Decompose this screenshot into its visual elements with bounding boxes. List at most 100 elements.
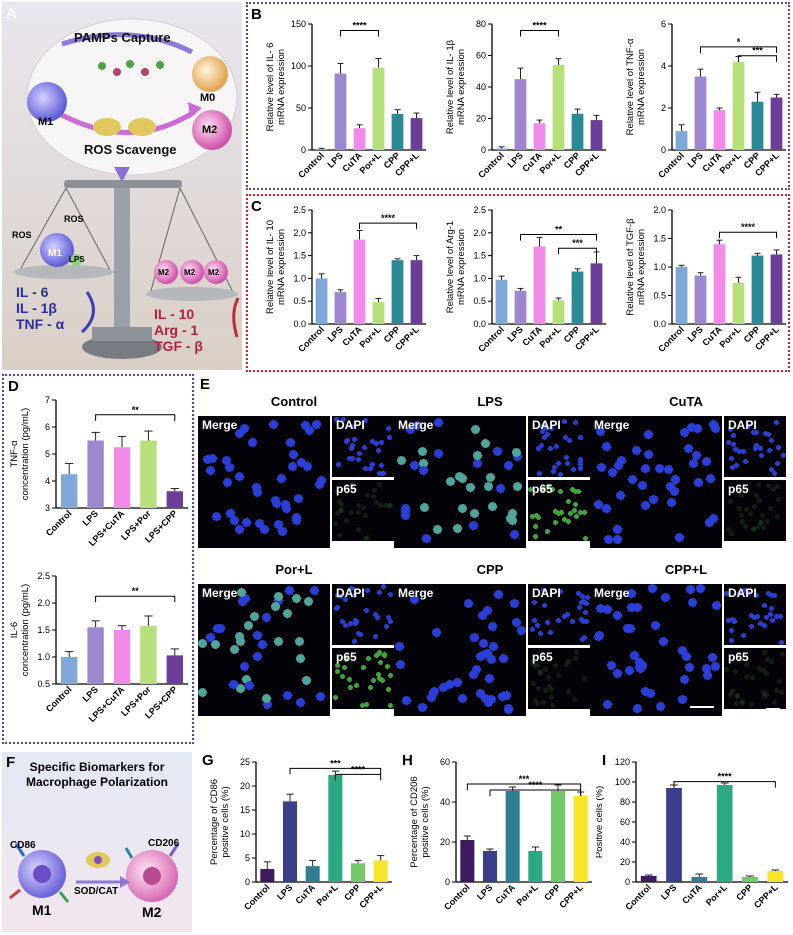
nucleus [731, 618, 737, 624]
nucleus [625, 665, 635, 675]
nucleus [627, 474, 637, 484]
p65-label: p65 [336, 482, 357, 496]
bar [552, 300, 565, 324]
nucleus [252, 651, 262, 661]
x-tick-label: LPS [81, 684, 100, 703]
nucleus [752, 526, 758, 532]
bar [328, 774, 343, 882]
bar [694, 76, 707, 150]
y-tick-label: 2.0 [473, 228, 486, 238]
nucleus [758, 620, 764, 626]
nucleus [593, 499, 603, 509]
y-axis-label: mRNA expression [636, 229, 647, 305]
nucleus [764, 518, 770, 524]
y-tick-label: 1.5 [473, 251, 486, 261]
nucleus [648, 584, 658, 594]
nucleus [532, 617, 538, 623]
panel-c: C 0.0 0.5 1.0 1.5 2.0 2.5 Relative level of IL… [246, 194, 790, 372]
y-tick-label: 100 [291, 61, 306, 71]
nucleus [367, 685, 373, 691]
nucleus [746, 423, 752, 429]
significance-label: **** [741, 222, 756, 232]
nucleus [775, 460, 781, 466]
nucleus [739, 699, 745, 705]
nucleus [630, 650, 640, 660]
nucleus [643, 450, 653, 460]
nucleus [357, 631, 363, 637]
scale-bar-small [766, 708, 780, 710]
nucleus [369, 462, 375, 468]
nucleus [535, 514, 541, 520]
dapi-label: DAPI [728, 586, 757, 600]
nucleus [223, 477, 233, 487]
nucleus [241, 675, 251, 684]
y-tick-label: 2.5 [37, 571, 50, 581]
nucleus [372, 487, 378, 493]
nucleus [754, 430, 760, 436]
bar [770, 254, 783, 324]
nucleus [339, 673, 345, 679]
nucleus [364, 587, 370, 593]
y-tick-label: 1.5 [293, 251, 306, 261]
nucleus [542, 435, 548, 441]
y-axis-label: Relative level of TGF-β [625, 218, 636, 316]
nucleus [548, 687, 554, 693]
nucleus [496, 483, 506, 493]
nucleus [665, 481, 675, 491]
nucleus [749, 613, 755, 619]
nucleus [728, 498, 734, 504]
nucleus [386, 615, 392, 621]
nucleus [774, 688, 780, 694]
nucleus [535, 700, 541, 706]
nucleus [637, 480, 647, 490]
nucleus [658, 637, 668, 647]
bar [514, 79, 527, 150]
nucleus [234, 428, 244, 438]
y-tick-label: 1.5 [653, 234, 666, 244]
nucleus [367, 466, 373, 472]
p65-label: p65 [532, 650, 553, 664]
significance-bracket [489, 789, 582, 796]
bar [61, 657, 78, 684]
nucleus [749, 675, 755, 681]
nucleus [566, 688, 572, 694]
panel-label-a: A [6, 5, 17, 22]
bar [373, 860, 388, 882]
nucleus [594, 631, 604, 641]
nucleus [577, 605, 583, 611]
m1-label: M1 [38, 116, 54, 128]
nucleus [772, 470, 778, 476]
nucleus [369, 438, 375, 444]
significance-bracket [289, 767, 382, 775]
cd86-label: CD86 [10, 840, 36, 851]
nucleus [613, 535, 623, 545]
nucleus [767, 506, 773, 512]
nucleus [757, 665, 763, 671]
nucleus [537, 631, 543, 637]
significance-label: ** [555, 225, 563, 235]
nucleus [780, 453, 786, 459]
merge-image: Merge [394, 584, 526, 716]
nucleus [581, 675, 587, 681]
nucleus [229, 515, 239, 525]
nucleus [711, 600, 721, 610]
y-tick-label: 100 [615, 777, 630, 787]
nucleus [273, 637, 283, 647]
nucleus [261, 693, 271, 703]
nucleus [469, 509, 479, 519]
nucleus [493, 589, 503, 599]
y-axis-label: Percentage of CD86 [209, 779, 220, 865]
nucleus [559, 509, 565, 515]
nucleus [512, 447, 522, 457]
nucleus [769, 438, 774, 444]
merge-label: Merge [398, 586, 434, 600]
bar [640, 876, 657, 882]
nucleus [780, 651, 786, 657]
nucleus [755, 613, 761, 619]
nucleus [556, 618, 562, 624]
nucleus [562, 435, 568, 441]
x-tick-label: Por+L [538, 324, 564, 350]
bar [260, 869, 275, 882]
nucleus [530, 660, 536, 666]
pan-tag-lps: LPS [69, 255, 85, 264]
